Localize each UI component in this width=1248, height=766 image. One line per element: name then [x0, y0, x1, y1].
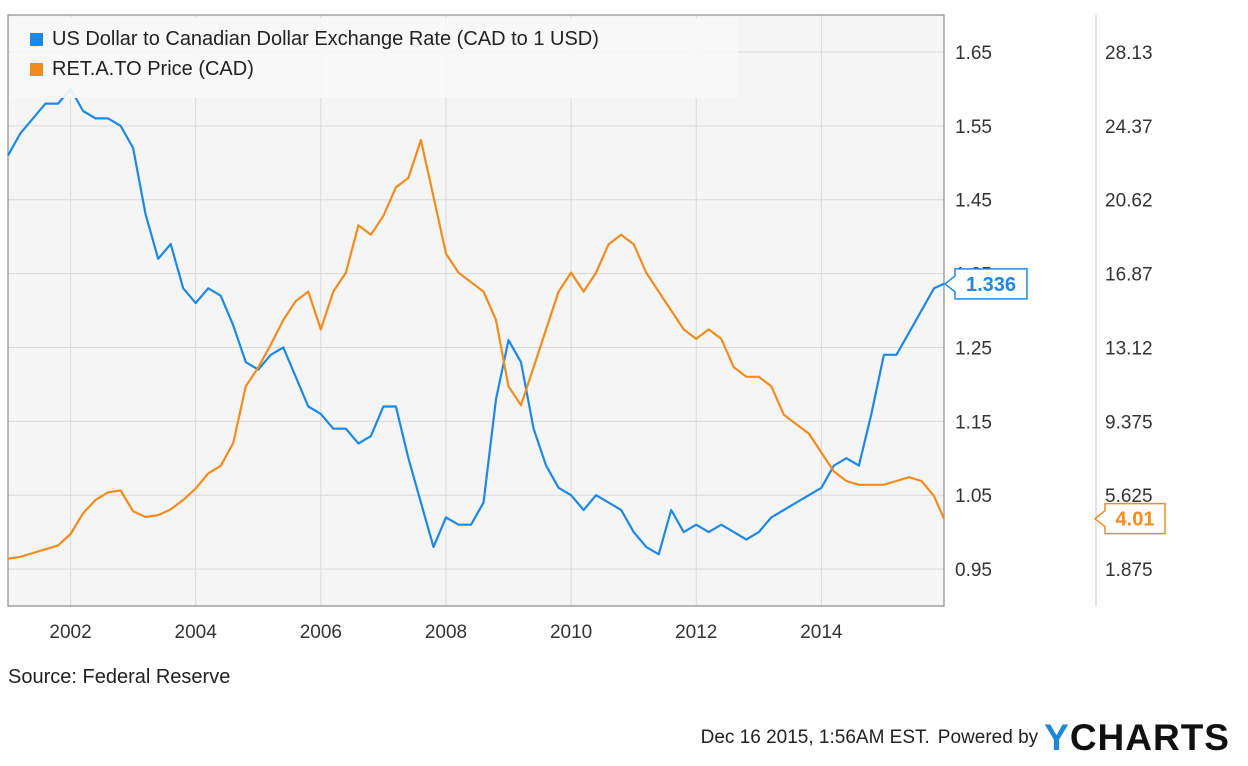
x-tick-label: 2002	[49, 622, 91, 643]
y-right-tick-label: 28.13	[1105, 43, 1153, 64]
ycharts-logo-y: Y	[1044, 717, 1070, 758]
ycharts-logo-text: CHARTS	[1069, 717, 1230, 758]
y-right-tick-label: 9.375	[1105, 412, 1153, 433]
y-right-tick-label: 1.875	[1105, 560, 1153, 581]
ycharts-logo[interactable]: YCHARTS	[1044, 718, 1230, 758]
y-left-tick-label: 0.95	[955, 560, 992, 581]
x-tick-label: 2010	[550, 622, 592, 643]
y-left-tick-label: 1.15	[955, 412, 992, 433]
timestamp: Dec 16 2015, 1:56AM EST.	[700, 727, 930, 748]
y-right-tick-label: 16.87	[1105, 265, 1153, 286]
source-note: Source: Federal Reserve	[8, 666, 231, 688]
ret-price-last-value-callout	[1093, 502, 1166, 535]
y-left-tick-label: 1.05	[955, 486, 992, 507]
usd-cad-last-value-callout	[943, 268, 1028, 300]
powered-by-label: Powered by	[937, 727, 1039, 748]
y-left-tick-label: 1.65	[955, 43, 992, 64]
x-tick-label: 2006	[300, 622, 342, 643]
y-left-tick-label: 1.45	[955, 191, 992, 212]
legend-box	[10, 18, 738, 98]
x-tick-label: 2008	[425, 622, 467, 643]
y-right-tick-label: 13.12	[1105, 338, 1153, 359]
ret-price-last-value: 4.01	[1116, 509, 1155, 531]
usd-cad-series-line[interactable]	[7, 87, 945, 556]
usd-cad-last-value: 1.336	[966, 274, 1016, 296]
legend-swatch	[30, 33, 43, 46]
ret-price-series-line[interactable]	[7, 138, 946, 560]
y-right-tick-label: 20.62	[1105, 191, 1153, 212]
y-right-tick-label: 24.37	[1105, 117, 1153, 138]
x-tick-label: 2014	[800, 622, 843, 643]
y-right-tick-label: 5.625	[1105, 486, 1153, 507]
y-left-tick-label: 1.55	[955, 117, 992, 138]
legend-entry[interactable]: RET.A.TO Price (CAD)	[52, 58, 254, 80]
x-tick-label: 2012	[675, 622, 717, 643]
legend-entry[interactable]: US Dollar to Canadian Dollar Exchange Ra…	[52, 28, 599, 50]
y-left-tick-label: 1.25	[955, 338, 992, 359]
x-tick-label: 2004	[175, 622, 218, 643]
legend-swatch	[30, 63, 43, 76]
footer: Dec 16 2015, 1:56AM EST. Powered by YCHA…	[701, 718, 1230, 758]
plot-border	[7, 14, 945, 607]
